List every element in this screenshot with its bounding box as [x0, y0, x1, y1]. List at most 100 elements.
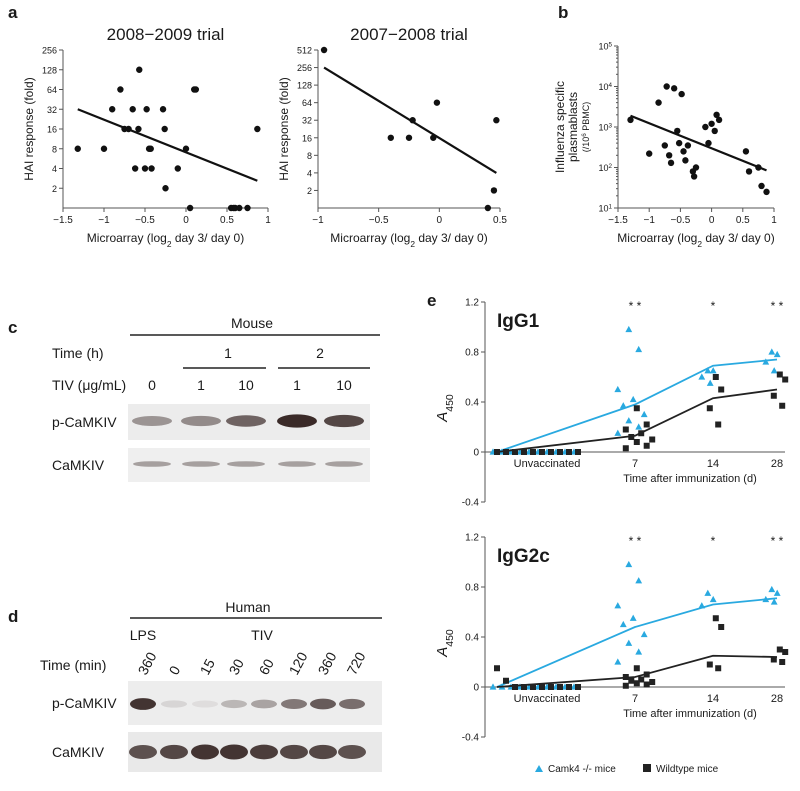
y-axis-label: A450	[434, 394, 456, 423]
band-camkiv	[129, 745, 157, 759]
y-tick-label: 1.2	[465, 298, 479, 309]
band-p-camkiv	[161, 700, 187, 708]
wildtype-point	[633, 405, 640, 412]
y-axis-label-line3: (/106 PBMC)	[581, 102, 592, 153]
x-tick-label: 1	[265, 215, 271, 226]
significance-marker: * *	[629, 534, 642, 548]
band-p-camkiv	[251, 699, 277, 709]
data-point	[320, 46, 328, 54]
wildtype-point	[628, 677, 635, 684]
camk4-point	[640, 410, 648, 418]
wildtype-point	[494, 449, 500, 455]
wildtype-point	[566, 684, 572, 690]
mean-line-camk4	[496, 597, 778, 688]
band-p-camkiv	[281, 699, 307, 709]
band-p-camkiv	[181, 415, 221, 427]
chart-title: IgG2c	[497, 546, 550, 567]
time-2-label: 2	[316, 345, 324, 361]
x-category-label: 7	[632, 693, 638, 705]
y-tick-label: 64	[302, 98, 312, 108]
camk4-point	[614, 658, 622, 665]
y-tick-label: 256	[42, 46, 57, 56]
wildtype-point	[643, 442, 650, 449]
legend: Camk4 -/- mice Wildtype mice	[535, 764, 719, 775]
wildtype-point	[718, 386, 725, 393]
camk4-point	[706, 379, 714, 386]
wildtype-point	[779, 402, 786, 409]
x-tick-label: −1.5	[608, 215, 628, 226]
lps-label: LPS	[130, 627, 156, 643]
wildtype-point	[575, 449, 581, 455]
band-camkiv	[338, 745, 366, 759]
x-axis-label: Time after immunization (d)	[623, 708, 756, 720]
data-point	[236, 204, 243, 212]
panel-letter-e: e	[427, 291, 436, 310]
data-point	[680, 148, 687, 155]
panel-letter-d: d	[8, 607, 18, 626]
panel-letter-c: c	[8, 318, 17, 337]
y-tick-label: -0.4	[462, 498, 480, 509]
x-tick-label: −0.5	[369, 215, 389, 226]
y-axis-label-line2: plasmablasts	[566, 92, 580, 162]
data-point	[745, 168, 753, 175]
time-value-label: 30	[226, 656, 248, 677]
camk4-point	[773, 589, 781, 596]
y-axis-label: A450	[434, 629, 456, 658]
x-tick-label: 0.5	[736, 215, 750, 226]
legend-camk4-marker	[535, 765, 543, 772]
wildtype-point	[643, 681, 650, 688]
wildtype-point	[530, 449, 536, 455]
wildtype-point	[779, 659, 786, 665]
data-point	[627, 116, 634, 124]
x-category-label: 14	[707, 458, 719, 470]
regression-line	[630, 114, 767, 172]
mean-line-wildtype	[496, 388, 778, 453]
camk4-point	[709, 595, 717, 603]
data-point	[711, 127, 718, 135]
row-label-p-camkiv: p-CaMKIV	[52, 695, 117, 711]
y-tick-label: 256	[297, 63, 312, 73]
wildtype-point	[633, 680, 640, 687]
x-category-label: 28	[771, 693, 783, 705]
data-point	[387, 134, 394, 141]
band-camkiv	[220, 744, 248, 760]
mean-line-camk4	[496, 358, 778, 453]
y-tick-label: 8	[307, 151, 312, 161]
wildtype-point	[706, 661, 713, 668]
wildtype-point	[539, 449, 545, 455]
time-1-label: 1	[224, 345, 232, 361]
wildtype-point	[633, 665, 640, 672]
wildtype-point	[521, 684, 527, 690]
time-value-label: 720	[344, 649, 369, 677]
wildtype-point	[712, 615, 719, 622]
y-tick-label: 4	[52, 164, 57, 174]
panel-letter-b: b	[558, 3, 568, 22]
x-tick-label: −1	[98, 215, 110, 226]
wildtype-point	[638, 430, 645, 437]
data-point	[758, 182, 765, 190]
camk4-point	[619, 620, 627, 628]
data-point	[159, 106, 167, 113]
data-point	[493, 117, 500, 124]
camk4-point	[625, 417, 633, 424]
camk4-point	[698, 373, 706, 380]
time-value-label: 60	[256, 656, 278, 677]
row-label-p-camkiv: p-CaMKIV	[52, 414, 117, 430]
y-tick-label: 16	[47, 125, 57, 135]
data-point	[161, 125, 168, 133]
band-camkiv	[280, 744, 308, 760]
y-tick-label: 8	[52, 144, 57, 154]
camk4-point	[640, 630, 648, 638]
camk4-point	[704, 589, 712, 596]
wildtype-point	[649, 436, 656, 443]
x-tick-label: 0	[437, 215, 443, 226]
camk4-point	[635, 345, 643, 353]
wildtype-point	[776, 646, 783, 653]
data-point	[708, 120, 715, 127]
wildtype-point	[649, 679, 656, 685]
data-point	[713, 111, 720, 119]
wildtype-point	[622, 445, 629, 452]
data-point	[109, 106, 116, 113]
x-tick-label: 0	[183, 215, 189, 226]
data-point	[674, 127, 681, 135]
